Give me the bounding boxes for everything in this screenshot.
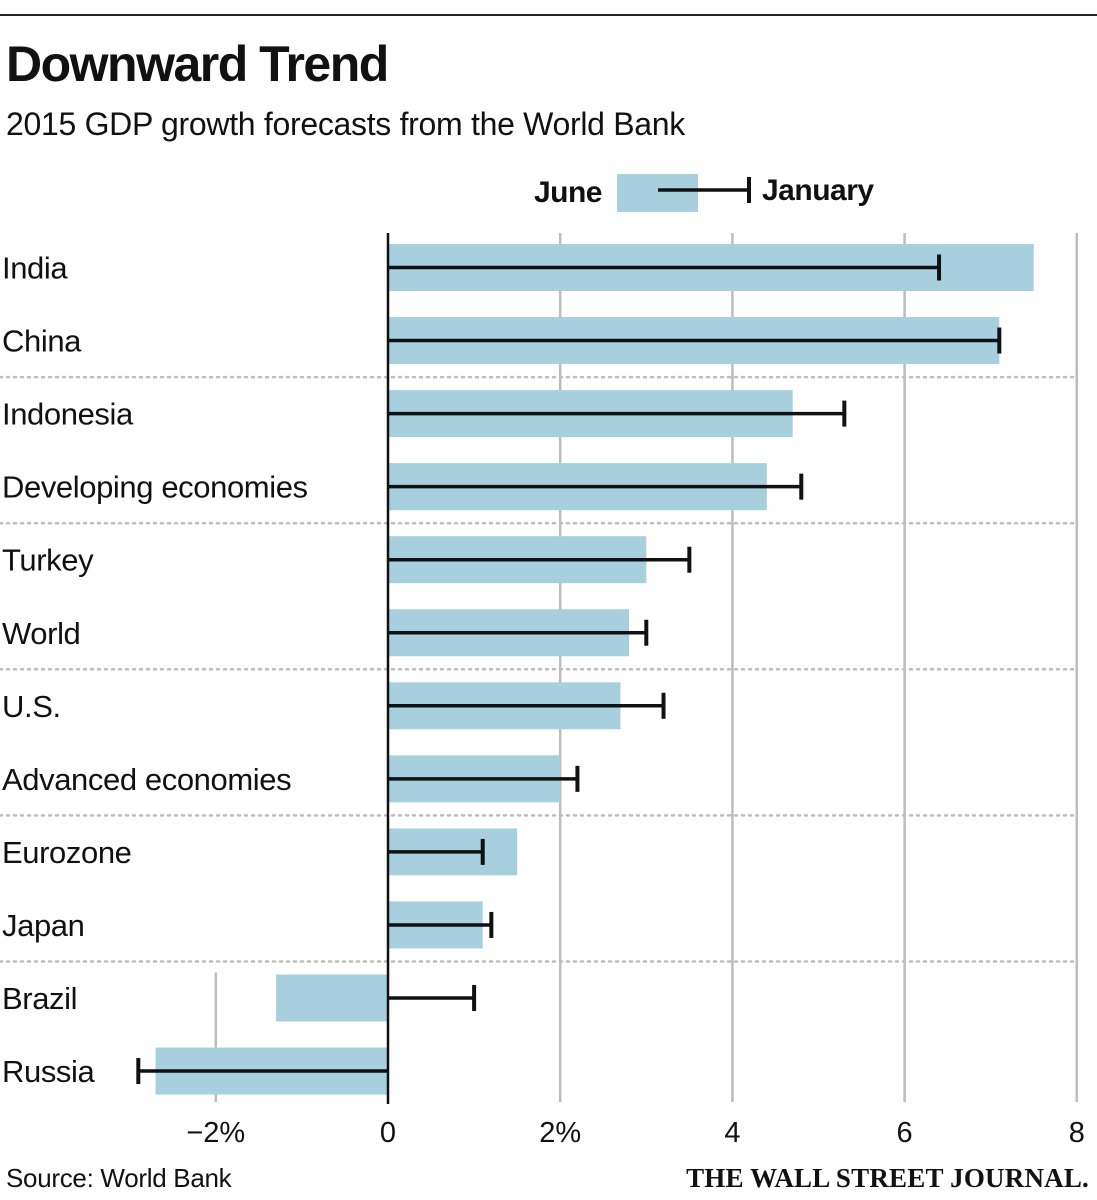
x-tick-0: 0 <box>380 1117 396 1149</box>
legend-label-june: June <box>534 176 602 209</box>
category-label-indonesia: Indonesia <box>2 397 134 432</box>
legend-swatch-june <box>617 174 698 212</box>
category-label-china: China <box>2 324 82 359</box>
category-label-eurozone: Eurozone <box>2 835 132 870</box>
january-markers <box>136 254 1002 1085</box>
category-label-brazil: Brazil <box>2 981 77 1016</box>
x-tick-labels: −2% 0 2% 4 6 8 <box>186 1117 1085 1149</box>
x-tick-2: −2% <box>186 1117 245 1149</box>
chart-subtitle: 2015 GDP growth forecasts from the World… <box>6 106 685 142</box>
chart-title: Downward Trend <box>6 36 389 92</box>
x-tick-4: 4 <box>724 1117 740 1149</box>
june-bars <box>155 244 1034 1095</box>
category-label-developing-economies: Developing economies <box>2 470 308 505</box>
category-label-u-s: U.S. <box>2 689 61 724</box>
category-label-world: World <box>2 616 80 651</box>
legend: June January <box>534 174 875 212</box>
group-separators <box>0 375 1078 963</box>
category-label-turkey: Turkey <box>2 543 94 578</box>
source-note: Source: World Bank <box>6 1163 232 1193</box>
x-tick-8: 8 <box>1069 1117 1085 1149</box>
gridlines <box>214 233 1079 1102</box>
top-rule <box>0 14 1097 16</box>
category-label-advanced-economies: Advanced economies <box>2 762 291 797</box>
category-labels: India China Indonesia Developing economies T… <box>2 251 308 1090</box>
category-label-india: India <box>2 251 68 286</box>
legend-label-january: January <box>762 174 874 207</box>
category-label-japan: Japan <box>2 908 84 943</box>
bar-chart: India China Indonesia Developing economies T… <box>0 174 1085 1149</box>
publisher-credit: THE WALL STREET JOURNAL. <box>686 1163 1089 1193</box>
x-tick-6: 6 <box>897 1117 913 1149</box>
category-label-russia: Russia <box>2 1054 96 1089</box>
bar-june-brazil <box>276 974 388 1022</box>
x-tick-2: 2% <box>539 1117 581 1149</box>
